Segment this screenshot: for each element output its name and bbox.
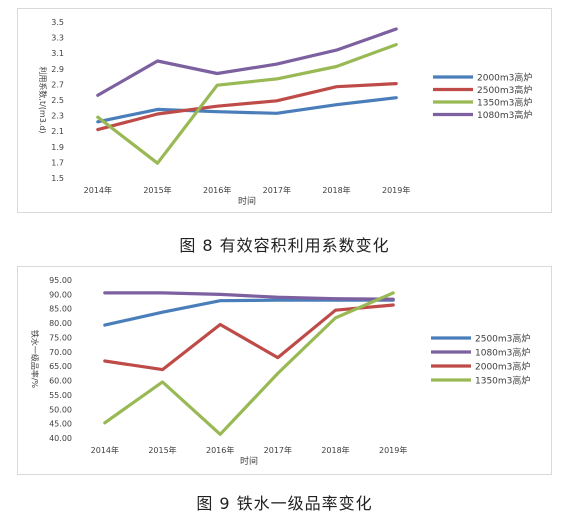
chart1-x-tick-label: 2018年	[322, 185, 350, 195]
chart1-x-tick-label: 2014年	[84, 185, 112, 195]
chart1-y-axis-label: 利用系数,t/(m3.d)	[38, 66, 48, 133]
chart2-series-line-2	[103, 291, 395, 301]
chart1-y-tick-label: 3.5	[51, 18, 64, 27]
chart2-y-tick-label: 55.00	[49, 391, 72, 400]
chart2-x-axis-label: 时间	[240, 455, 258, 467]
chart1-y-tick-label: 2.7	[51, 80, 64, 89]
chart1-series-line-3	[96, 42, 398, 165]
chart1-y-tick-label: 2.3	[51, 112, 64, 121]
chart1-series-line-4	[96, 27, 398, 97]
chart2-x-tick-label: 2019年	[379, 445, 407, 455]
chart2-y-tick-label: 65.00	[49, 362, 72, 371]
chart1-x-tick-label: 2017年	[263, 185, 291, 195]
chart1-y-tick-label: 1.5	[51, 174, 64, 183]
chart1-y-tick-label: 2.5	[51, 96, 64, 105]
chart2-y-tick-label: 70.00	[49, 348, 72, 357]
chart2-y-tick-label: 90.00	[49, 290, 72, 299]
chart2-legend-label-4: 1350m3高炉	[475, 375, 530, 387]
chart1-legend-label-1: 2000m3高炉	[477, 72, 532, 84]
figure-9-caption: 图 9 铁水一级品率变化	[196, 494, 373, 513]
chart1-y-tick-label: 1.7	[51, 158, 64, 167]
chart2-x-tick-label: 2016年	[206, 445, 234, 455]
chart2-series-line-4	[103, 291, 395, 436]
chart1-series-line-1	[96, 96, 398, 124]
chart2-legend-label-1: 2500m3高炉	[475, 333, 530, 345]
chart1-x-tick-label: 2019年	[382, 185, 410, 195]
chart1-y-tick-label: 1.9	[51, 143, 64, 152]
chart1-y-tick-label: 2.9	[51, 65, 64, 74]
chart2-x-tick-label: 2018年	[321, 445, 349, 455]
chart1-legend-label-4: 1080m3高炉	[477, 109, 532, 121]
chart2-y-tick-label: 50.00	[49, 405, 72, 414]
chart-2-svg: 40.00 45.00 50.00 55.00 60.00 65.00 70.00 75.00…	[30, 276, 530, 467]
chart1-y-tick-label: 3.3	[51, 34, 64, 43]
chart2-y-tick-label: 85.00	[49, 305, 72, 314]
chart1-y-tick-label: 3.1	[51, 49, 64, 58]
chart1-legend-label-2: 2500m3高炉	[477, 84, 532, 96]
chart2-y-tick-label: 60.00	[49, 377, 72, 386]
chart1-y-tick-label: 2.1	[51, 127, 64, 136]
chart-first-grade-rate: 40.00 45.00 50.00 55.00 60.00 65.00 70.00 75.00…	[17, 266, 552, 475]
chart1-x-tick-label: 2016年	[203, 185, 231, 195]
chart1-x-tick-label: 2015年	[143, 185, 171, 195]
chart-utilization-coefficient: 1.5 1.7 1.9 2.1 2.3 2.5 2.7 2.9 3.1 3.3 3.5 2014年 20…	[17, 8, 552, 213]
chart1-series-line-2	[96, 81, 398, 132]
chart2-legend-label-2: 1080m3高炉	[475, 347, 530, 359]
chart2-x-tick-label: 2015年	[148, 445, 176, 455]
chart1-x-axis-label: 时间	[238, 195, 256, 207]
chart2-y-axis-label: 铁水一级品率/%	[30, 330, 40, 389]
chart1-legend-label-3: 1350m3高炉	[477, 97, 532, 109]
figure-8-caption: 图 8 有效容积利用系数变化	[179, 236, 390, 255]
chart2-y-tick-label: 75.00	[49, 333, 72, 342]
chart2-y-tick-label: 95.00	[49, 276, 72, 285]
chart2-y-tick-label: 40.00	[49, 434, 72, 443]
chart2-legend-label-3: 2000m3高炉	[475, 361, 530, 373]
chart2-series-line-3	[103, 303, 395, 372]
chart2-y-tick-label: 45.00	[49, 420, 72, 429]
chart2-x-tick-label: 2014年	[91, 445, 119, 455]
chart2-y-tick-label: 80.00	[49, 319, 72, 328]
chart2-x-tick-label: 2017年	[264, 445, 292, 455]
chart-1-svg: 1.5 1.7 1.9 2.1 2.3 2.5 2.7 2.9 3.1 3.3 3.5 2014年 20…	[38, 18, 532, 207]
